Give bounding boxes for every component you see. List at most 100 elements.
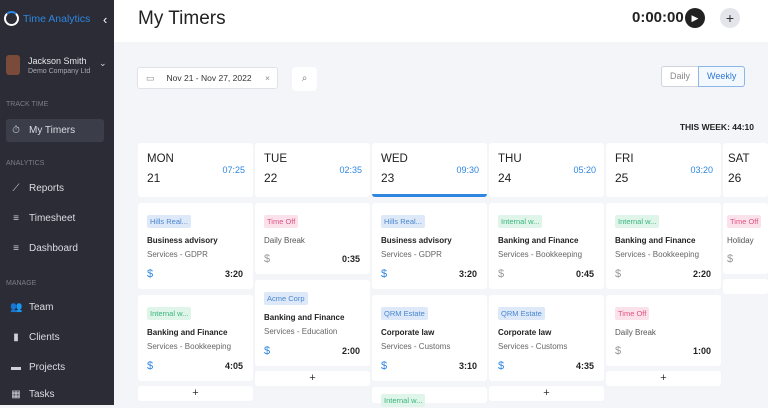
sidebar-item-dashboard[interactable]: ≡ Dashboard	[6, 239, 104, 258]
billable-dollar-icon[interactable]: $	[147, 360, 154, 372]
project-name: Corporate law	[498, 328, 552, 337]
stopwatch-icon: ⏱	[12, 125, 20, 136]
add-entry-button[interactable]: +	[606, 371, 721, 386]
day-number: 26	[728, 171, 742, 185]
project-name: Banking and Finance	[147, 328, 228, 337]
weekly-view-button[interactable]: Weekly	[698, 66, 746, 87]
client-tag: Hills Real...	[147, 215, 191, 228]
time-entry-card[interactable]: Internal w... Banking and Finance Services…	[489, 203, 604, 289]
day-total: 09:30	[456, 165, 479, 175]
nav-label: My Timers	[29, 125, 76, 136]
search-button[interactable]: ⌕	[292, 67, 317, 91]
nav-label: Reports	[29, 183, 65, 194]
billable-dollar-icon[interactable]: $	[498, 360, 505, 372]
user-menu[interactable]: Jackson Smith Demo Company Ltd	[6, 55, 90, 75]
day-total: 05:20	[573, 165, 596, 175]
client-tag: QRM Estate	[498, 307, 545, 320]
sidebar-item-team[interactable]: 👥 Team	[6, 298, 104, 317]
client-tag: Internal w...	[147, 307, 192, 320]
billable-dollar-icon[interactable]: $	[727, 253, 734, 265]
search-icon: ⌕	[301, 73, 308, 84]
entry-duration: 0:35	[341, 254, 360, 264]
users-icon: 👥	[10, 302, 23, 313]
sidebar-item-reports[interactable]: ⟋ Reports	[6, 179, 104, 198]
day-name: WED	[381, 153, 408, 165]
day-name: FRI	[615, 153, 634, 165]
day-name: MON	[147, 153, 174, 165]
billable-dollar-icon[interactable]: $	[264, 345, 271, 357]
time-entry-card[interactable]: QRM Estate Corporate law Services - Custom…	[372, 295, 487, 381]
client-tag: Internal w...	[498, 215, 543, 228]
section-analytics: ANALYTICS	[6, 160, 45, 167]
add-timer-button[interactable]: +	[720, 8, 740, 28]
time-entry-card[interactable]: Internal w...	[372, 387, 487, 407]
avatar	[6, 55, 20, 75]
client-tag: Time Off	[615, 307, 650, 320]
folder-icon: ▬	[11, 362, 21, 373]
time-entry-card[interactable]: Hills Real... Business advisory Services -…	[138, 203, 253, 289]
time-entry-card[interactable]: QRM Estate Corporate law Services - Custom…	[489, 295, 604, 381]
sidebar-item-clients[interactable]: ▮ Clients	[6, 328, 104, 347]
header: My Timers 0:00:00 ▶ +	[114, 0, 768, 42]
day-number: 25	[615, 171, 629, 185]
time-entry-card[interactable]: Time Off Holiday $	[723, 203, 768, 274]
sidebar-item-my-timers[interactable]: ⏱ My Timers	[6, 119, 104, 142]
list-check-icon: ≡	[13, 243, 19, 254]
week-total: THIS WEEK: 44:10	[679, 122, 754, 132]
add-entry-button[interactable]: +	[138, 386, 253, 401]
time-entry-card[interactable]: Time Off Daily Break $0:35	[255, 203, 370, 274]
time-entry-card[interactable]: Time Off Daily Break $1:00	[606, 295, 721, 366]
entry-duration: 3:10	[458, 361, 477, 371]
collapse-sidebar-icon[interactable]: ‹	[103, 12, 108, 27]
client-tag: Internal w...	[615, 215, 660, 228]
entry-duration: 1:00	[692, 346, 711, 356]
time-entry-card[interactable]: Hills Real... Business advisory Services -…	[372, 203, 487, 289]
add-entry-button[interactable]: +	[255, 371, 370, 386]
entry-duration: 2:20	[692, 269, 711, 279]
project-name: Business advisory	[381, 236, 452, 245]
entry-duration: 4:05	[224, 361, 243, 371]
clear-icon[interactable]: ×	[265, 73, 270, 83]
billable-dollar-icon[interactable]: $	[615, 345, 622, 357]
billable-dollar-icon[interactable]: $	[498, 268, 505, 280]
billable-dollar-icon[interactable]: $	[615, 268, 622, 280]
billable-dollar-icon[interactable]: $	[147, 268, 154, 280]
project-name: Daily Break	[615, 328, 656, 337]
add-entry-button[interactable]	[723, 279, 768, 294]
billable-dollar-icon[interactable]: $	[381, 360, 388, 372]
play-button[interactable]: ▶	[685, 8, 705, 28]
app-logo[interactable]: Time Analytics	[4, 11, 90, 26]
time-entry-card[interactable]: Acme Corp Banking and Finance Services - E…	[255, 280, 370, 366]
day-header: THU 24 05:20	[489, 143, 604, 197]
sidebar-item-tasks[interactable]: ▦ Tasks	[6, 385, 104, 404]
sidebar-item-timesheet[interactable]: ≡ Timesheet	[6, 209, 104, 228]
add-entry-button[interactable]: +	[489, 386, 604, 401]
main-content: My Timers 0:00:00 ▶ + ▭ Nov 21 - Nov 27, …	[114, 0, 768, 407]
day-header: TUE 22 02:35	[255, 143, 370, 197]
day-total: 02:35	[339, 165, 362, 175]
service-name: Services - GDPR	[381, 250, 442, 259]
grid-icon: ▦	[11, 389, 21, 400]
list-check-icon: ≡	[13, 213, 19, 224]
day-name: SAT	[728, 153, 750, 165]
client-tag: Time Off	[264, 215, 299, 228]
daily-view-button[interactable]: Daily	[661, 66, 699, 87]
day-name: TUE	[264, 153, 287, 165]
billable-dollar-icon[interactable]: $	[264, 253, 271, 265]
chevron-down-icon[interactable]: ⌄	[99, 58, 107, 68]
nav-label: Timesheet	[29, 213, 76, 224]
entry-duration: 2:00	[341, 346, 360, 356]
time-entry-card[interactable]: Internal w... Banking and Finance Services…	[138, 295, 253, 381]
billable-dollar-icon[interactable]: $	[381, 268, 388, 280]
day-column-thu: THU 24 05:20 Internal w... Banking and Finan…	[489, 143, 604, 401]
time-entry-card[interactable]: Internal w... Banking and Finance Services…	[606, 203, 721, 289]
day-header: MON 21 07:25	[138, 143, 253, 197]
chart-line-icon: ⟋	[12, 183, 20, 194]
date-range-picker[interactable]: ▭ Nov 21 - Nov 27, 2022 ×	[137, 67, 278, 89]
day-number: 21	[147, 171, 161, 185]
day-column-wed: WED 23 09:30 Hills Real... Business advisory…	[372, 143, 487, 407]
day-header: FRI 25 03:20	[606, 143, 721, 197]
sidebar-item-projects[interactable]: ▬ Projects	[6, 358, 104, 377]
service-name: Services - Customs	[381, 342, 451, 351]
service-name: Services - Bookkeeping	[147, 342, 232, 351]
